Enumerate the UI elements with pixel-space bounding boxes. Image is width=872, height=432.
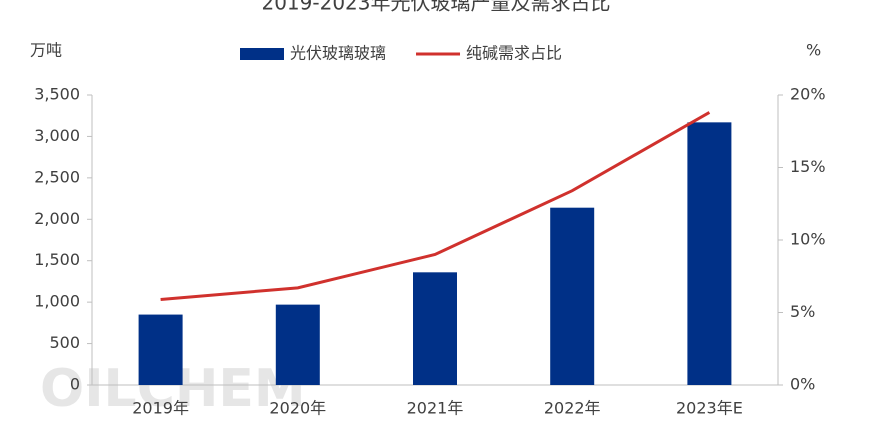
legend-swatch [240,48,284,60]
y-tick-label: 1,000 [34,292,80,311]
y2-tick-label: 15% [790,157,826,176]
bar [550,207,595,385]
y2-tick-label: 0% [790,375,815,394]
y-tick-label: 0 [70,375,80,394]
bar [687,122,732,385]
bar [413,272,457,385]
x-tick-label: 2022年 [544,399,601,418]
y-axis-label: 万吨 [30,41,62,60]
legend-label: 纯碱需求占比 [466,44,562,63]
y-tick-label: 2,000 [34,209,80,228]
y2-axis-label: % [806,41,821,60]
y2-tick-label: 10% [790,230,826,249]
chart-title: 2019-2023年光伏玻璃产量及需求占比 [261,0,610,15]
line [160,111,711,301]
bar [275,304,320,385]
y2-tick-label: 5% [790,302,815,321]
x-tick-label: 2021年 [407,399,464,418]
bar [138,314,183,385]
y2-tick-label: 20% [790,85,826,104]
y-tick-label: 500 [49,333,80,352]
x-tick-label: 2023年E [676,399,743,418]
y-tick-label: 2,500 [34,167,80,186]
x-tick-label: 2020年 [269,399,326,418]
y-tick-label: 3,500 [34,85,80,104]
x-tick-label: 2019年 [132,399,189,418]
y-tick-label: 3,000 [34,126,80,145]
y-tick-label: 1,500 [34,250,80,269]
legend-label: 光伏玻璃玻璃 [290,44,386,63]
